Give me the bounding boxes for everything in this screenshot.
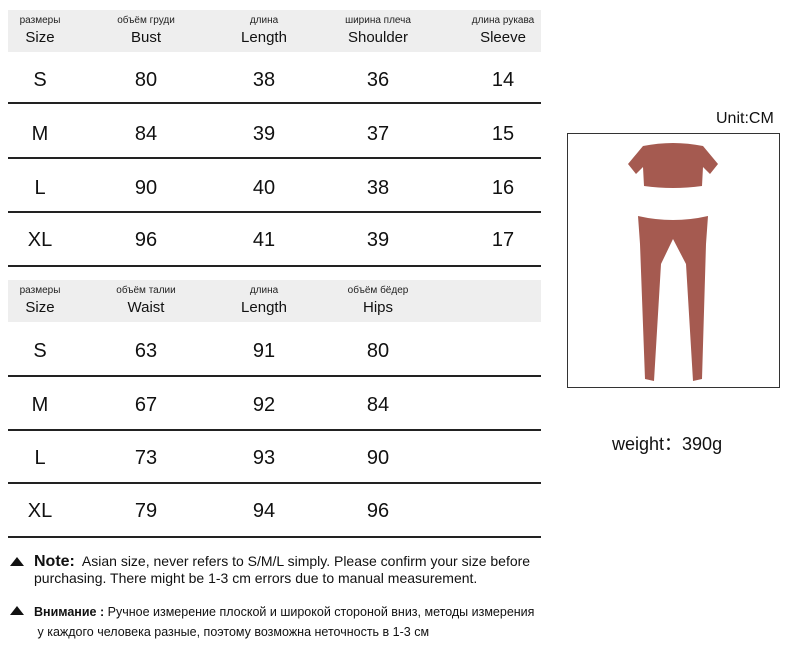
table-cell: L — [34, 447, 46, 469]
header-en: Size — [25, 299, 55, 316]
table-cell: 94 — [252, 500, 276, 522]
warning-triangle-icon — [10, 557, 24, 566]
column-header: длина рукава Sleeve — [433, 12, 573, 46]
header-en: Length — [241, 29, 287, 46]
table-cell: 41 — [252, 229, 276, 251]
row-divider — [8, 211, 541, 213]
header-en: Size — [25, 29, 55, 46]
russian-note: Внимание : Ручное измерение плоской и ши… — [34, 602, 534, 642]
row-divider — [8, 429, 541, 431]
header-ru: длина — [249, 15, 279, 26]
table-cell: 79 — [134, 500, 158, 522]
header-en: Waist — [127, 299, 165, 316]
header-en: Length — [241, 299, 287, 316]
row-divider — [8, 536, 541, 538]
table-cell: 80 — [134, 69, 158, 91]
header-ru: размеры — [19, 285, 61, 296]
table-cell: 90 — [366, 447, 390, 469]
row-divider — [8, 157, 541, 159]
table-cell: L — [34, 177, 46, 199]
ru-note-label: Внимание : — [34, 605, 105, 619]
table-cell: 14 — [491, 69, 515, 91]
note-line-2: purchasing. There might be 1-3 cm errors… — [34, 570, 478, 586]
header-ru: объём груди — [117, 15, 175, 26]
table-cell: M — [31, 394, 49, 416]
column-header: объём бёдер Hips — [308, 282, 448, 316]
table-cell: 17 — [491, 229, 515, 251]
table-cell: 93 — [252, 447, 276, 469]
table-header — [8, 280, 541, 322]
table-cell: S — [33, 340, 47, 362]
table-cell: 80 — [366, 340, 390, 362]
header-ru: длина рукава — [471, 15, 535, 26]
table-cell: 39 — [366, 229, 390, 251]
header-ru: ширина плеча — [345, 15, 411, 26]
table-cell: 84 — [134, 123, 158, 145]
table-header — [8, 10, 541, 52]
column-header: длина Length — [194, 12, 334, 46]
table-cell: 38 — [252, 69, 276, 91]
table-cell: 92 — [252, 394, 276, 416]
ru-note-line-1: Ручное измерение плоской и широкой сторо… — [107, 605, 535, 619]
row-divider — [8, 265, 541, 267]
column-header: объём груди Bust — [76, 12, 216, 46]
table-cell: 37 — [366, 123, 390, 145]
product-image — [567, 133, 780, 388]
table-cell: 39 — [252, 123, 276, 145]
note-line-1: Asian size, never refers to S/M/L simply… — [81, 553, 531, 569]
english-note: Note: Asian size, never refers to S/M/L … — [34, 553, 530, 587]
table-cell: 36 — [366, 69, 390, 91]
header-ru: объём бёдер — [347, 285, 409, 296]
warning-triangle-icon — [10, 606, 24, 615]
table-cell: S — [33, 69, 47, 91]
note-label: Note: — [34, 553, 75, 570]
column-header: размеры Size — [0, 282, 110, 316]
header-en: Hips — [362, 299, 393, 316]
table-cell: M — [31, 123, 49, 145]
header-ru: объём талии — [116, 285, 176, 296]
column-header: размеры Size — [0, 12, 110, 46]
row-divider — [8, 375, 541, 377]
weight-label: weight：390g — [612, 434, 723, 454]
table-cell: 16 — [491, 177, 515, 199]
table-cell: 40 — [252, 177, 276, 199]
column-header: ширина плеча Shoulder — [308, 12, 448, 46]
table-cell: 67 — [134, 394, 158, 416]
header-ru: длина — [249, 285, 279, 296]
table-cell: 38 — [366, 177, 390, 199]
table-cell: 73 — [134, 447, 158, 469]
table-cell: 91 — [252, 340, 276, 362]
table-cell: 84 — [366, 394, 390, 416]
column-header: объём талии Waist — [76, 282, 216, 316]
header-en: Sleeve — [480, 29, 526, 46]
unit-label: Unit:CM — [716, 110, 774, 127]
column-header: длина Length — [194, 282, 334, 316]
ru-note-line-2: у каждого человека разные, поэтому возмо… — [37, 625, 430, 639]
table-cell: 96 — [366, 500, 390, 522]
table-cell: XL — [27, 229, 53, 251]
table-cell: 96 — [134, 229, 158, 251]
table-cell: 63 — [134, 340, 158, 362]
row-divider — [8, 102, 541, 104]
header-en: Bust — [130, 29, 161, 46]
table-cell: XL — [27, 500, 53, 522]
row-divider — [8, 482, 541, 484]
header-en: Shoulder — [347, 29, 409, 46]
header-ru: размеры — [19, 15, 61, 26]
table-cell: 90 — [134, 177, 158, 199]
table-cell: 15 — [491, 123, 515, 145]
